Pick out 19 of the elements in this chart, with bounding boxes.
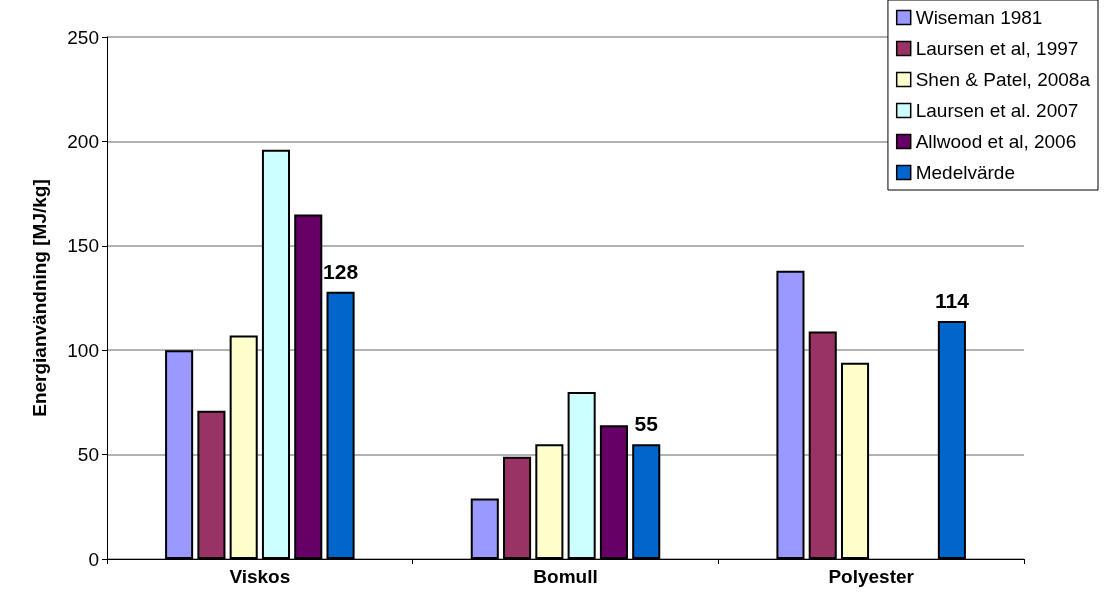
y-tick-label: 250 [67, 26, 99, 48]
y-tick-label: 50 [77, 444, 99, 466]
data-label: 114 [934, 288, 970, 312]
y-tick-label: 200 [67, 130, 99, 152]
data-label: 128 [323, 259, 359, 283]
legend-label: Wiseman 1981 [915, 7, 1043, 28]
legend-label: Laursen et al, 1997 [915, 38, 1079, 59]
legend-label: Laursen et al. 2007 [915, 100, 1079, 121]
legend-label: Allwood et al, 2006 [915, 131, 1077, 152]
y-tick-label: 100 [67, 339, 99, 361]
data-label: 55 [634, 412, 659, 436]
x-tick-label: Bomull [533, 566, 598, 587]
y-tick-label: 0 [88, 548, 99, 570]
y-axis-title: Energianvändning [MJ/kg] [29, 179, 50, 417]
legend-label: Medelvärde [915, 162, 1015, 183]
y-tick-label: 150 [67, 235, 99, 257]
x-tick-label: Viskos [229, 566, 291, 587]
legend-label: Shen & Patel, 2008a [915, 69, 1091, 90]
x-tick-label: Polyester [828, 566, 915, 587]
